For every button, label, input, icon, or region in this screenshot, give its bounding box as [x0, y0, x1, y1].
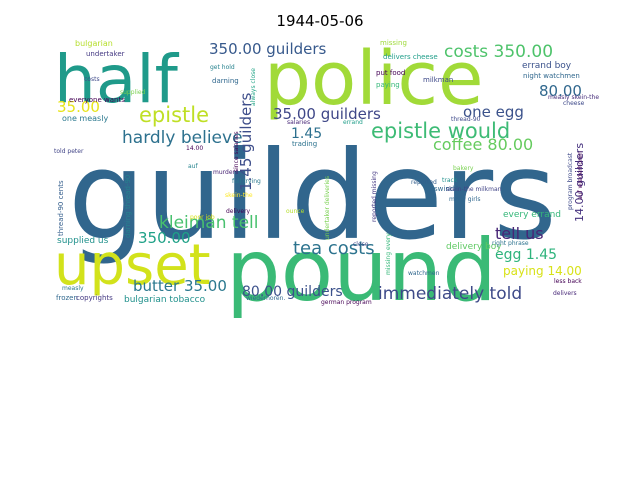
word-19: one egg	[463, 103, 524, 121]
word-65: swindling	[434, 185, 467, 193]
word-9: tea costs	[293, 238, 375, 259]
word-26: paying 14.00	[503, 264, 582, 278]
word-0: guilders	[68, 125, 557, 267]
word-40: get hold	[210, 64, 235, 71]
word-25: 14.00 guilders	[573, 143, 586, 222]
word-57: since salaries	[233, 131, 240, 172]
word-69: bakery	[453, 165, 474, 172]
word-70: reported	[411, 179, 437, 186]
word-39: darning	[212, 77, 239, 85]
word-20: egg 1.45	[495, 247, 557, 263]
word-63: ounce	[286, 208, 305, 215]
word-71: program broadcast	[567, 152, 574, 210]
word-5: epistle would	[371, 119, 510, 143]
word-52: 14.00	[186, 145, 203, 152]
word-73: right phrase	[492, 240, 529, 247]
word-35: undertaker	[86, 50, 125, 58]
word-7: immediately told	[378, 284, 522, 304]
word-17: butter 35.00	[133, 277, 227, 295]
word-23: 1.45	[291, 126, 322, 142]
word-33: supplied us	[57, 236, 109, 246]
word-34: bulgarian	[75, 39, 113, 48]
word-24: 35.00	[57, 98, 100, 116]
word-68: skein-the milkman	[446, 186, 502, 193]
word-83: less back	[554, 278, 582, 285]
word-2: police	[264, 36, 484, 122]
word-32: bulgarian tobacco	[124, 295, 206, 305]
word-31: one measly	[62, 114, 108, 123]
word-13: 1.45 guilders	[237, 93, 255, 191]
word-4: upset	[54, 233, 211, 298]
word-51: told peter	[54, 148, 84, 155]
word-46: milkman	[423, 76, 453, 84]
word-38: costs	[84, 76, 100, 83]
word-85: cheese	[563, 100, 585, 107]
word-43: delivers cheese	[383, 53, 438, 61]
word-18: tell us	[495, 224, 544, 243]
word-37: supplied	[120, 89, 146, 96]
word-22: 350.00	[138, 229, 191, 247]
word-48: salaries	[287, 119, 310, 126]
word-79: frozen	[56, 294, 78, 302]
word-72: auf wiederhoren	[577, 151, 584, 200]
word-64: reported missing	[371, 171, 378, 222]
word-41: always close	[250, 68, 257, 106]
word-82: german program	[321, 299, 372, 306]
word-1: pound	[226, 221, 497, 321]
word-61: skein-the	[225, 192, 253, 199]
word-76: close	[353, 241, 369, 248]
word-74: watchmen	[408, 270, 440, 277]
word-58: full trying	[232, 178, 261, 185]
word-53: thread-90 cents	[57, 180, 65, 236]
word-36: everyone wants	[69, 96, 125, 104]
word-10: costs 350.00	[444, 42, 553, 62]
word-45: paying	[376, 81, 400, 89]
word-6: epistle	[139, 103, 209, 127]
word-59: trading	[292, 140, 317, 148]
word-30: delivery boy	[446, 242, 502, 252]
word-62: delivery	[226, 208, 251, 215]
word-29: every errand	[503, 210, 561, 220]
word-50: thread-90	[451, 116, 481, 123]
word-14: 350.00 guilders	[209, 40, 327, 58]
word-11: hardly believe	[122, 128, 243, 148]
word-66: track	[442, 177, 458, 184]
word-84: delivers	[553, 290, 577, 297]
word-28: night watchmen	[523, 72, 580, 80]
word-75: missing every	[385, 233, 392, 275]
word-15: 35.00 guilders	[273, 105, 381, 123]
word-77: poor job	[190, 214, 215, 221]
word-81: wiederhoren.	[246, 295, 285, 302]
word-56: auf	[188, 163, 198, 170]
word-47: measly skein-the	[548, 94, 599, 101]
word-8: kleiman tell	[159, 213, 258, 233]
word-12: coffee 80.00	[433, 135, 533, 154]
word-16: 80.00 guilders	[242, 284, 343, 300]
chart-title: 1944-05-06	[276, 12, 364, 30]
word-54: darning thread-90	[124, 175, 132, 238]
word-27: errand boy	[522, 61, 572, 71]
word-3: half	[54, 41, 180, 118]
word-80: copyrights	[76, 294, 113, 302]
word-49: errand	[343, 119, 363, 126]
word-44: put food	[376, 69, 405, 77]
word-60: undertaker deliveries	[324, 176, 331, 240]
word-78: measly	[62, 285, 84, 292]
word-42: missing	[380, 39, 407, 47]
word-67: many girls	[449, 196, 481, 203]
word-21: 80.00	[539, 82, 582, 100]
word-55: murders	[213, 169, 238, 176]
